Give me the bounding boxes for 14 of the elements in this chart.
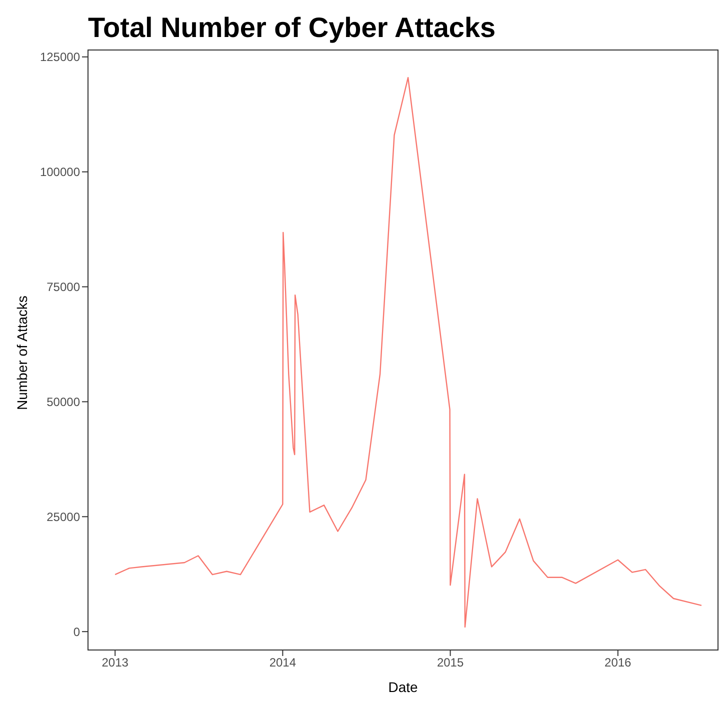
y-tick-label: 0 [73, 624, 80, 639]
x-tick-label: 2013 [102, 656, 129, 670]
y-tick-label: 100000 [40, 165, 80, 180]
x-axis-title: Date [388, 679, 418, 695]
x-tick-label: 2014 [269, 656, 296, 670]
line-series [114, 76, 702, 628]
x-tick-label: 2015 [436, 656, 464, 670]
y-tick-label: 50000 [46, 394, 80, 409]
y-tick-label: 125000 [40, 50, 80, 64]
y-axis-title: Number of Attacks [14, 296, 30, 410]
y-tick-label: 25000 [46, 510, 80, 524]
y-tick-label: 75000 [46, 280, 80, 294]
chart-title: Total Number of Cyber Attacks [88, 12, 496, 44]
x-tick-label: 2016 [604, 656, 632, 670]
